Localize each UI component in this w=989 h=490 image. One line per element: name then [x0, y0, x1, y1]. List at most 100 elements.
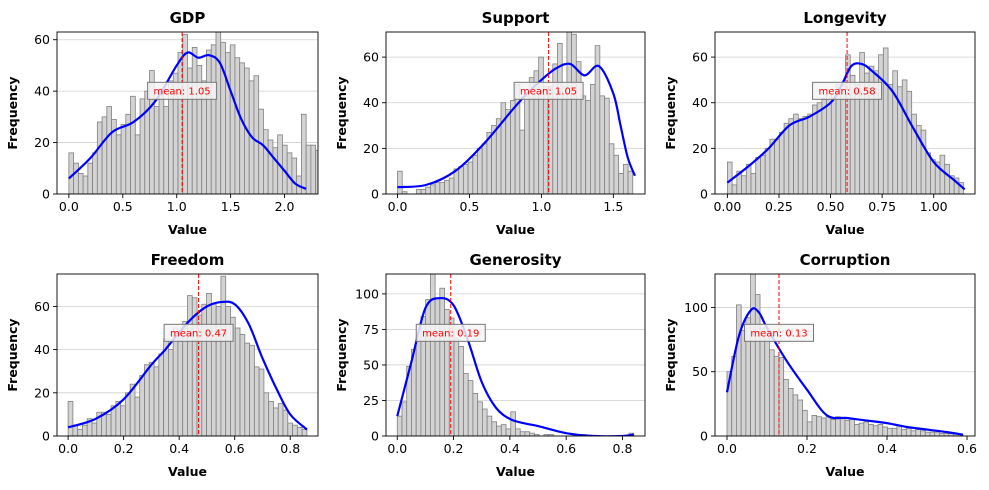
histogram-bar	[754, 294, 761, 436]
histogram-bar	[463, 373, 469, 436]
histogram-bar	[67, 401, 74, 436]
histogram-bar	[229, 44, 236, 194]
histogram-bar	[481, 408, 488, 436]
histogram-bar	[812, 104, 818, 194]
histogram-bar	[420, 189, 427, 194]
histogram-bar	[915, 429, 921, 436]
histogram-bar	[401, 401, 408, 436]
histogram-bar	[792, 394, 799, 436]
mean-label-box	[812, 81, 883, 100]
histogram-bars	[396, 274, 635, 436]
histogram-bar	[305, 144, 312, 194]
histogram-bar	[292, 424, 298, 436]
histogram-bar	[750, 173, 757, 194]
histogram-bar	[524, 431, 531, 436]
histogram-bar	[887, 427, 893, 436]
histogram-bar	[139, 375, 145, 436]
histogram-bar	[760, 154, 766, 194]
histogram-bar	[234, 57, 241, 194]
histogram-bar	[153, 366, 160, 436]
histogram-bar	[73, 162, 79, 194]
histogram-bar	[397, 170, 403, 194]
x-axis-label: Value	[825, 222, 864, 237]
y-tick-label: 60	[692, 50, 708, 65]
histogram-bar	[249, 344, 255, 436]
histogram-bar	[415, 189, 422, 194]
histogram-bar	[486, 131, 493, 194]
histogram-bar	[144, 364, 150, 436]
y-tick-label: 0	[42, 429, 50, 444]
x-axis-label: Value	[168, 222, 207, 237]
kde-curve	[396, 296, 634, 436]
axes-frame	[714, 273, 976, 437]
x-tick-label: 0.0	[58, 441, 78, 456]
histogram-bar	[821, 97, 828, 194]
histogram-bar	[220, 275, 227, 436]
histogram-bar	[101, 116, 108, 194]
histogram-bar	[896, 425, 903, 436]
histogram-bar	[253, 366, 260, 436]
histogram-bar	[835, 84, 842, 194]
mean-label-box	[163, 323, 234, 342]
kde-curve	[725, 307, 964, 436]
histogram-bar	[191, 47, 198, 194]
histogram-bar	[764, 332, 770, 436]
histogram-bar	[253, 75, 260, 194]
histogram-bar	[854, 84, 861, 194]
x-tick-label: 0.25	[765, 199, 793, 214]
histogram-bar	[330, 166, 335, 194]
histogram-bar	[764, 147, 771, 194]
y-tick-label: 20	[34, 135, 50, 150]
x-tick-label: 0.0	[59, 199, 79, 214]
y-tick-label: 0	[42, 187, 50, 202]
axes-frame	[385, 273, 646, 437]
histogram-bar	[144, 90, 150, 194]
histogram-bar	[802, 409, 808, 436]
histogram-bar	[167, 349, 174, 436]
histogram-bar	[163, 106, 169, 194]
histogram-bar	[225, 52, 231, 194]
histogram-bar	[268, 401, 274, 436]
histogram-bar	[472, 392, 479, 436]
x-axis-label: Value	[496, 464, 535, 479]
histogram-bar	[878, 54, 884, 194]
histogram-bar	[575, 61, 582, 194]
x-tick-label: 1.0	[167, 199, 187, 214]
histogram-bar	[858, 422, 865, 436]
histogram-bar	[901, 429, 907, 436]
kde-curve	[68, 51, 307, 190]
histogram-bar	[291, 157, 298, 194]
histogram-bar	[807, 113, 813, 194]
histogram-bar	[759, 327, 766, 436]
histogram-bar	[613, 154, 620, 194]
histogram-bar	[905, 427, 912, 436]
histogram-bar	[239, 62, 245, 194]
histogram-bar	[736, 304, 742, 436]
histogram-bar	[82, 424, 88, 436]
histogram-bar	[793, 113, 799, 194]
panel-generosity: mean: 0.19 0.0 0.2 0.4 0.6 0.8 0 25 50 75 100 Gener…	[334, 251, 646, 479]
y-tick-label: 100	[355, 286, 379, 301]
x-tick-label: 0.0	[717, 441, 737, 456]
histogram-bar	[434, 297, 441, 436]
x-tick-label: 0.8	[280, 441, 300, 456]
y-tick-label: 0	[371, 187, 379, 202]
histogram-bar	[925, 152, 931, 194]
histogram-bar	[774, 138, 780, 194]
y-tick-label: 25	[363, 393, 379, 408]
histogram-bar	[163, 338, 169, 436]
y-axis-label: Frequency	[5, 76, 20, 149]
histogram-bar	[296, 426, 303, 436]
histogram-bars	[726, 47, 965, 194]
histogram-bar	[120, 124, 127, 194]
histogram-bar	[585, 100, 591, 194]
histogram-bar	[453, 337, 460, 436]
x-tick-label: 1.00	[920, 199, 948, 214]
histogram-bar	[750, 274, 756, 436]
histogram-bar	[566, 32, 573, 194]
panel-gdp: mean: 1.05 0.0 0.5 1.0 1.5 2.0 0 20 40 60 GDP Value…	[5, 9, 335, 237]
histogram-bar	[835, 416, 841, 436]
histogram-bar	[844, 420, 851, 436]
histogram-bar	[505, 428, 512, 436]
histogram-bar	[477, 147, 483, 194]
